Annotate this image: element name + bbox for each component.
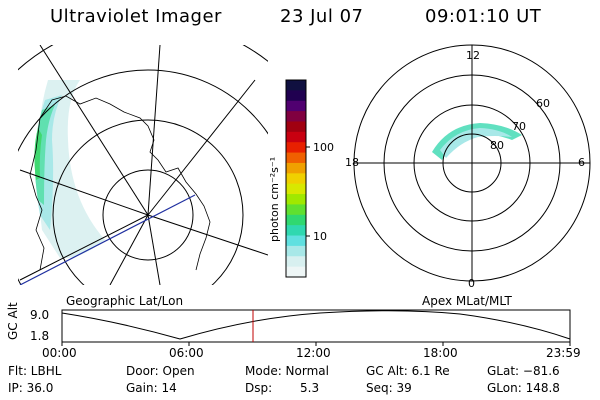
colorbar-segment [286,225,306,237]
altitude-plot [61,309,571,346]
dsp-label: Dsp: [245,381,273,395]
altitude-ylabel: GC Alt [6,302,20,340]
altitude-xtick-0: 00:00 [42,346,77,360]
mode-info: Mode: Normal [245,364,329,378]
colorbar-segment [286,80,306,91]
mlt-label-12: 12 [466,49,480,62]
lat-label-80: 80 [490,139,504,152]
instrument-title: Ultraviolet Imager [50,6,222,27]
altitude-xtick-1: 06:00 [169,346,204,360]
colorbar-segment [286,256,306,268]
coastline [29,95,211,271]
graticule [18,45,268,285]
colorbar-frame [285,79,307,278]
seq-info: Seq: 39 [366,381,412,395]
mlt-label-6: 6 [578,156,585,169]
colorbar-segment [286,173,306,185]
colorbar-unit-label: photon cm⁻²s⁻¹ [268,156,281,242]
date-label: 23 Jul 07 [280,6,364,27]
satellite-track [19,194,196,285]
right-map-caption: Apex MLat/MLT [422,294,512,308]
altitude-xtick-4: 23:59 [546,346,581,360]
colorbar-segment [286,245,306,257]
flt-info: Flt: LBHL [8,364,62,378]
colorbar-segment [286,111,306,122]
altitude-xtick-2: 12:00 [296,346,331,360]
colorbar-segment [286,183,306,195]
altitude-ytick-low: 1.8 [30,329,50,343]
glat-info: GLat: −81.6 [487,364,560,378]
colorbar [286,80,306,278]
ip-info: IP: 36.0 [8,381,54,395]
colorbar-segment [286,90,306,102]
colorbar-segment [286,152,306,164]
altitude-xtick-3: 18:00 [423,346,458,360]
door-info: Door: Open [126,364,195,378]
gain-info: Gain: 14 [126,381,177,395]
lat-label-60: 60 [536,97,550,110]
colorbar-segment [286,266,306,278]
colorbar-segment [286,100,306,112]
mlt-label-0: 0 [468,277,475,290]
colorbar-segment [286,214,306,226]
left-map-caption: Geographic Lat/Lon [66,294,184,308]
colorbar-segment [286,235,306,247]
altitude-curve [61,310,571,340]
colorbar-segment [286,142,306,154]
colorbar-segment [286,131,306,143]
mlt-label-18: 18 [345,156,359,169]
colorbar-segment [286,204,306,216]
gc-alt-info: GC Alt: 6.1 Re [366,364,450,378]
geographic-map [18,45,268,285]
colorbar-label-10: 10 [313,230,327,243]
polar-plot [353,44,591,282]
colorbar-segment [286,194,306,205]
aurora-emission-left [34,80,106,259]
altitude-ytick-high: 9.0 [30,308,50,322]
colorbar-label-100: 100 [313,141,334,154]
lat-label-70: 70 [512,120,526,133]
dsp-value: 5.3 [300,381,320,395]
colorbar-segment [286,162,306,174]
time-label: 09:01:10 UT [425,6,542,27]
glon-info: GLon: 148.8 [487,381,560,395]
colorbar-segment [286,121,306,133]
